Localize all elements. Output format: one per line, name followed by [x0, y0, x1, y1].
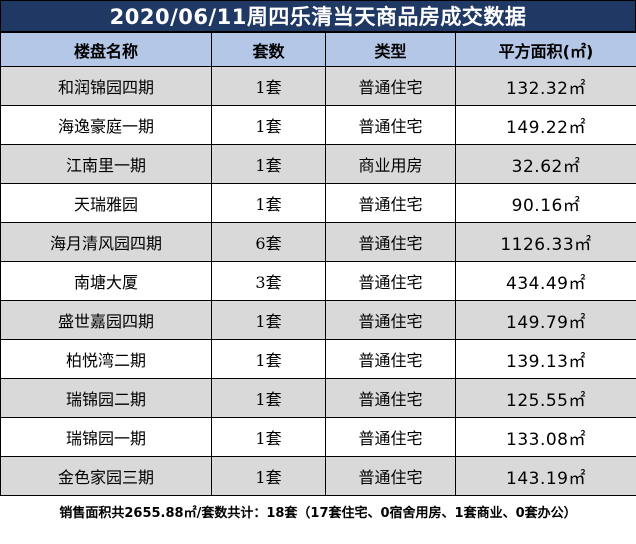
count-cell: 3套: [211, 261, 326, 301]
table-row: 江南里一期 1套 商业用房 32.62㎡: [0, 144, 636, 184]
header-count: 套数: [211, 32, 326, 67]
table-row: 和润锦园四期 1套 普通住宅 132.32㎡: [0, 66, 636, 106]
project-name-cell: 盛世嘉园四期: [0, 300, 212, 340]
count-cell: 1套: [211, 66, 326, 106]
sales-table: 楼盘名称 套数 类型 平方面积(㎡) 和润锦园四期 1套 普通住宅 132.32…: [0, 32, 636, 496]
table-row: 海逸豪庭一期 1套 普通住宅 149.22㎡: [0, 105, 636, 145]
count-cell: 1套: [211, 300, 326, 340]
project-name-cell: 和润锦园四期: [0, 66, 212, 106]
report: 2020/06/11周四乐清当天商品房成交数据 楼盘名称 套数 类型 平方面积(…: [0, 0, 636, 496]
type-cell: 普通住宅: [325, 66, 456, 106]
type-cell: 普通住宅: [325, 261, 456, 301]
area-cell: 32.62㎡: [455, 144, 636, 184]
project-name-cell: 金色家园三期: [0, 456, 212, 496]
project-name-cell: 海月清风园四期: [0, 222, 212, 262]
type-cell: 普通住宅: [325, 339, 456, 379]
type-cell: 普通住宅: [325, 183, 456, 223]
area-cell: 1126.33㎡: [455, 222, 636, 262]
type-cell: 普通住宅: [325, 456, 456, 496]
header-area: 平方面积(㎡): [455, 32, 636, 67]
area-cell: 143.19㎡: [455, 456, 636, 496]
table-row: 盛世嘉园四期 1套 普通住宅 149.79㎡: [0, 300, 636, 340]
type-cell: 普通住宅: [325, 378, 456, 418]
project-name-cell: 海逸豪庭一期: [0, 105, 212, 145]
table-row: 金色家园三期 1套 普通住宅 143.19㎡: [0, 456, 636, 496]
count-cell: 1套: [211, 456, 326, 496]
type-cell: 普通住宅: [325, 222, 456, 262]
area-cell: 125.55㎡: [455, 378, 636, 418]
area-cell: 149.79㎡: [455, 300, 636, 340]
type-cell: 普通住宅: [325, 417, 456, 457]
summary-footer: 销售面积共2655.88㎡/套数共计：18套（17套住宅、0宿舍用房、1套商业、…: [59, 506, 577, 521]
area-cell: 149.22㎡: [455, 105, 636, 145]
project-name-cell: 天瑞雅园: [0, 183, 212, 223]
header-project-name: 楼盘名称: [0, 32, 212, 67]
area-cell: 139.13㎡: [455, 339, 636, 379]
table-row: 海月清风园四期 6套 普通住宅 1126.33㎡: [0, 222, 636, 262]
project-name-cell: 南塘大厦: [0, 261, 212, 301]
count-cell: 1套: [211, 339, 326, 379]
report-title: 2020/06/11周四乐清当天商品房成交数据: [0, 0, 636, 32]
table-row: 天瑞雅园 1套 普通住宅 90.16㎡: [0, 183, 636, 223]
project-name-cell: 江南里一期: [0, 144, 212, 184]
table-row: 瑞锦园二期 1套 普通住宅 125.55㎡: [0, 378, 636, 418]
area-cell: 133.08㎡: [455, 417, 636, 457]
type-cell: 商业用房: [325, 144, 456, 184]
area-cell: 132.32㎡: [455, 66, 636, 106]
type-cell: 普通住宅: [325, 105, 456, 145]
area-cell: 90.16㎡: [455, 183, 636, 223]
table-row: 柏悦湾二期 1套 普通住宅 139.13㎡: [0, 339, 636, 379]
project-name-cell: 瑞锦园一期: [0, 417, 212, 457]
project-name-cell: 柏悦湾二期: [0, 339, 212, 379]
count-cell: 1套: [211, 183, 326, 223]
area-cell: 434.49㎡: [455, 261, 636, 301]
type-cell: 普通住宅: [325, 300, 456, 340]
table-row: 南塘大厦 3套 普通住宅 434.49㎡: [0, 261, 636, 301]
count-cell: 1套: [211, 144, 326, 184]
count-cell: 1套: [211, 417, 326, 457]
header-row: 楼盘名称 套数 类型 平方面积(㎡): [0, 32, 636, 67]
header-type: 类型: [325, 32, 456, 67]
project-name-cell: 瑞锦园二期: [0, 378, 212, 418]
table-row: 瑞锦园一期 1套 普通住宅 133.08㎡: [0, 417, 636, 457]
count-cell: 6套: [211, 222, 326, 262]
count-cell: 1套: [211, 105, 326, 145]
count-cell: 1套: [211, 378, 326, 418]
